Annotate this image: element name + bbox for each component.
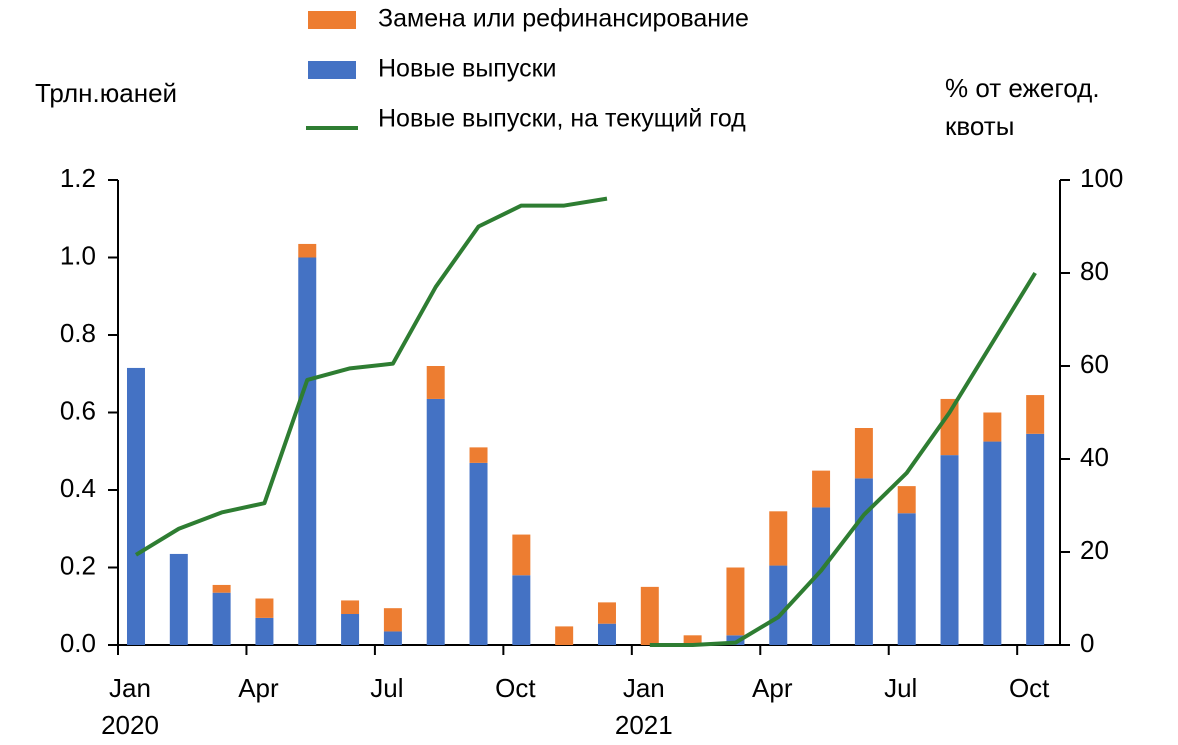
bar xyxy=(341,614,360,645)
bar xyxy=(983,441,1002,645)
y2-tick-label: 100 xyxy=(1080,163,1123,193)
legend-label: Новые выпуски, на текущий год xyxy=(378,105,746,133)
y2-tick-label: 80 xyxy=(1080,256,1109,286)
year-label: 2020 xyxy=(101,710,159,740)
bar xyxy=(341,600,360,614)
bar xyxy=(812,507,831,645)
x-tick-label: Oct xyxy=(495,673,536,703)
y-tick-label: 0.0 xyxy=(60,628,96,658)
x-tick-label: Apr xyxy=(238,673,279,703)
bar xyxy=(940,398,959,456)
y-axis-label: Трлн.юаней xyxy=(35,78,177,108)
x-tick-label: Oct xyxy=(1009,673,1050,703)
bar xyxy=(555,626,574,645)
bar xyxy=(897,486,916,514)
bar xyxy=(640,586,659,645)
y2-tick-label: 0 xyxy=(1080,628,1094,658)
bar xyxy=(812,470,831,508)
bar xyxy=(426,398,445,645)
bar xyxy=(469,462,488,645)
bar xyxy=(854,478,873,645)
bar xyxy=(383,608,402,632)
y2-axis-label: % от ежегод. xyxy=(945,73,1100,103)
y-tick-label: 0.4 xyxy=(60,473,96,503)
bar xyxy=(255,617,274,645)
bar xyxy=(298,243,317,258)
y-tick-label: 0.8 xyxy=(60,318,96,348)
bar xyxy=(469,447,488,463)
bar xyxy=(940,455,959,645)
x-tick-label: Jul xyxy=(370,673,403,703)
line xyxy=(134,196,1037,647)
bar xyxy=(426,366,445,399)
y-tick-label: 0.6 xyxy=(60,395,96,425)
bar xyxy=(1026,433,1045,645)
bar xyxy=(897,513,916,645)
bar xyxy=(169,553,188,645)
y2-tick-label: 60 xyxy=(1080,349,1109,379)
legend-swatch xyxy=(308,61,356,79)
bar xyxy=(255,598,274,618)
bar xyxy=(298,257,317,645)
bar xyxy=(597,623,616,645)
x-tick-label: Jan xyxy=(623,673,665,703)
bar xyxy=(769,565,788,645)
bar xyxy=(212,592,231,645)
legend-swatch xyxy=(308,11,356,29)
year-label: 2021 xyxy=(615,710,673,740)
x-tick-label: Jan xyxy=(109,673,151,703)
bar xyxy=(512,534,531,576)
x-tick-label: Apr xyxy=(752,673,793,703)
y2-tick-label: 40 xyxy=(1080,442,1109,472)
legend-label: Новые выпуски xyxy=(378,55,556,83)
bar xyxy=(726,567,745,636)
y-tick-label: 0.2 xyxy=(60,550,96,580)
legend-label: Замена или рефинансирование xyxy=(378,5,749,33)
bar xyxy=(126,367,145,645)
bar xyxy=(212,584,231,593)
bar xyxy=(983,412,1002,442)
y2-axis-label: квоты xyxy=(945,111,1014,141)
y2-tick-label: 20 xyxy=(1080,535,1109,565)
y-tick-label: 1.2 xyxy=(60,163,96,193)
bar xyxy=(854,428,873,479)
bar xyxy=(726,635,745,645)
bar xyxy=(512,575,531,645)
bar xyxy=(683,635,702,645)
x-tick-label: Jul xyxy=(884,673,917,703)
bar xyxy=(383,631,402,645)
bar xyxy=(769,511,788,566)
y-tick-label: 1.0 xyxy=(60,240,96,270)
bar xyxy=(1026,395,1045,434)
bar xyxy=(597,602,616,624)
